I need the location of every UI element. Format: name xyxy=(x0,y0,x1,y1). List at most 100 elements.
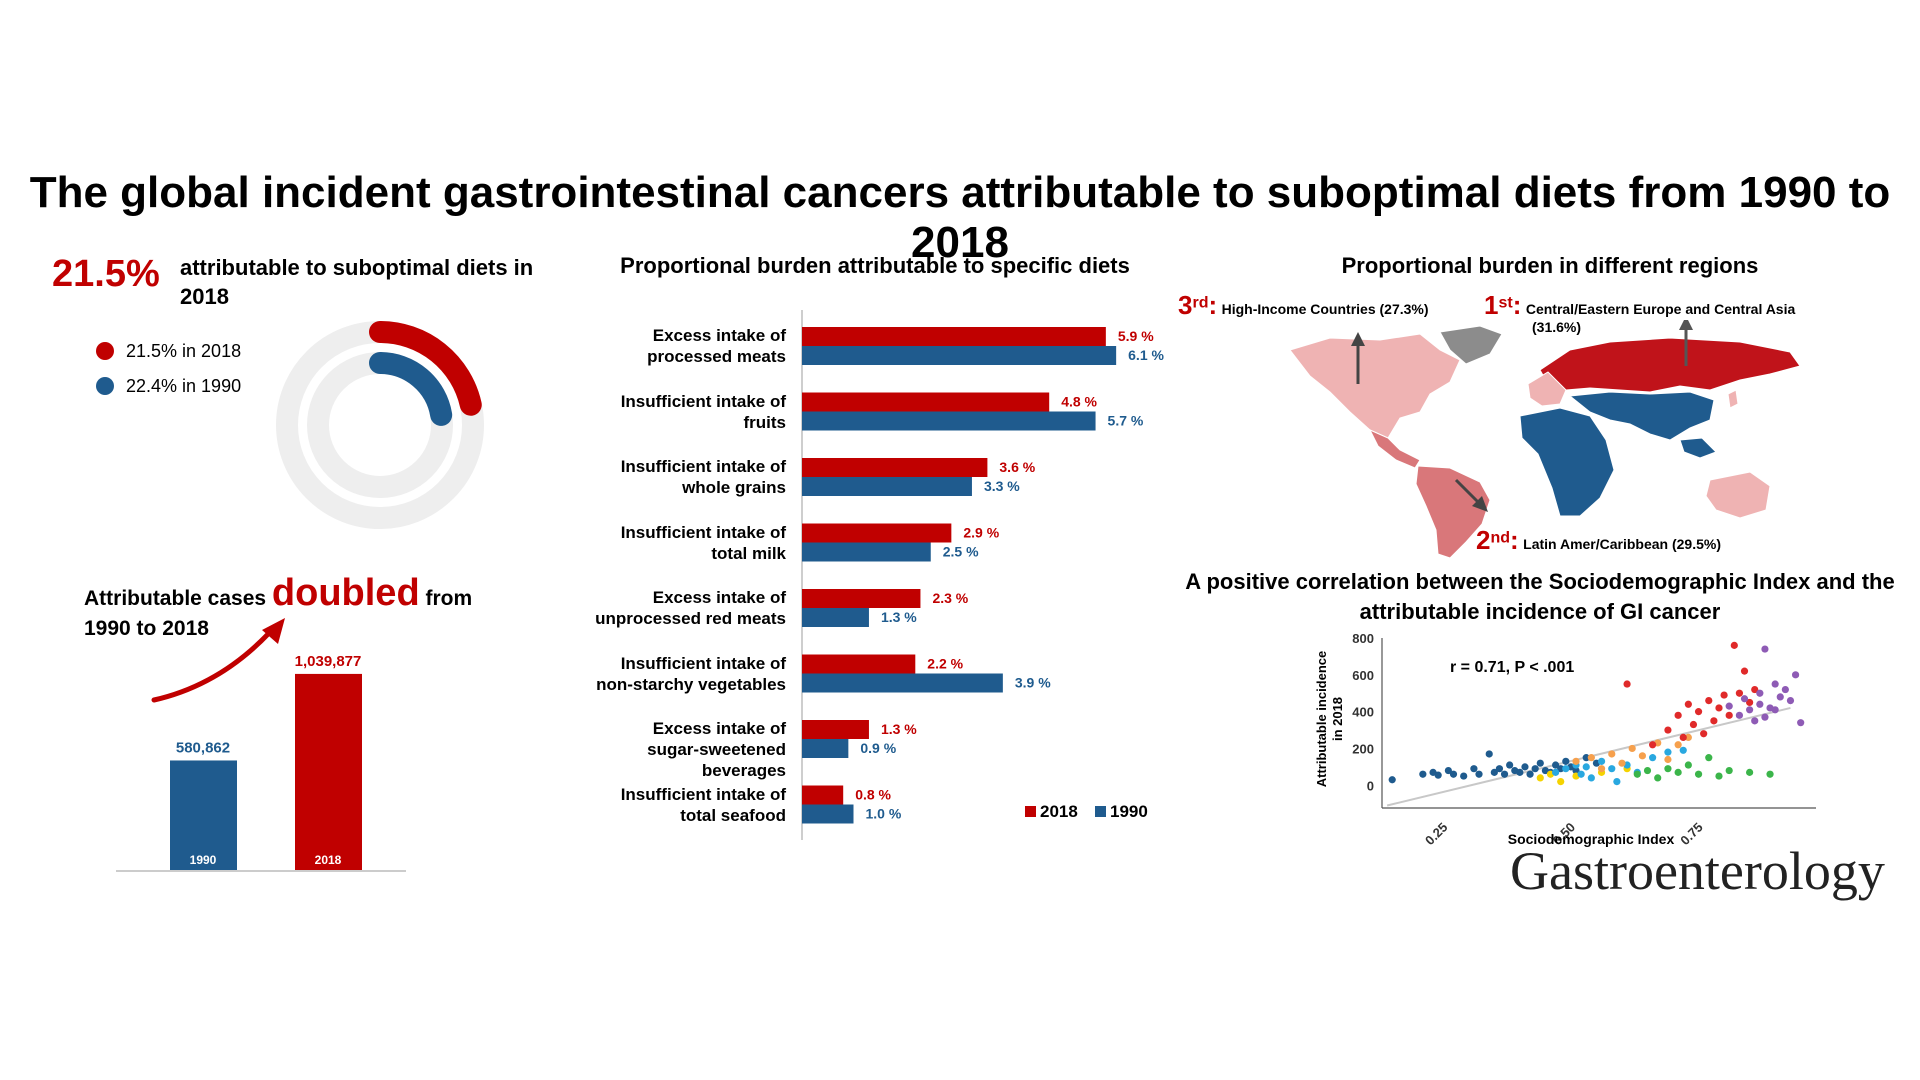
scatter-point xyxy=(1761,645,1769,653)
scatter-annotation: r = 0.71, P < .001 xyxy=(1450,659,1574,676)
diet-legend-label-1990: 1990 xyxy=(1110,802,1148,821)
scatter-point xyxy=(1562,757,1570,765)
diet-category-line1: Excess intake of xyxy=(652,719,786,738)
scatter-point xyxy=(1577,770,1585,778)
rank-1-number: 1 xyxy=(1484,290,1499,320)
scatter-point xyxy=(1694,770,1703,778)
rank-2-text: Latin Amer/Caribbean (29.5%) xyxy=(1523,536,1722,552)
diet-category-line1: Insufficient intake of xyxy=(620,784,786,804)
map-region-asia-south xyxy=(1568,391,1715,441)
scatter-point xyxy=(1572,757,1580,765)
diet-value-1990-4: 1.3 % xyxy=(881,609,917,625)
scatter-point xyxy=(1725,702,1733,710)
scatter-xlabel: Sociodemographic Index xyxy=(1508,831,1675,847)
diet-bar-chart: 5.9 % 6.1 % 4.8 % 5.7 % 3.6 % 3.3 % 2.9 % 2.5 %… xyxy=(801,310,1165,840)
scatter-point xyxy=(1628,744,1636,753)
scatter-point xyxy=(1516,768,1524,776)
growth-arrow-icon xyxy=(151,618,285,703)
diet-value-1990-0: 6.1 % xyxy=(1128,347,1164,363)
map-region-central-eastern-europe-asia xyxy=(1539,337,1801,393)
scatter-ylabel-line1: Attributable incidence xyxy=(1314,651,1329,788)
diet-bar-1990-6 xyxy=(802,739,849,758)
scatter-point xyxy=(1766,770,1774,778)
scatter-point xyxy=(1735,689,1744,697)
map-region-high-income-na xyxy=(1289,333,1461,439)
diet-category-label: Insufficient intake of total seafood xyxy=(586,784,786,826)
scatter-point xyxy=(1725,766,1733,775)
scatter-point xyxy=(1587,774,1595,782)
scatter-point xyxy=(1587,754,1595,762)
journal-logo: Gastroenterology xyxy=(1510,841,1885,901)
diet-category-line1: Insufficient intake of xyxy=(620,653,786,673)
diet-bar-1990-0 xyxy=(802,346,1117,365)
scatter-point xyxy=(1664,765,1672,773)
headline-percentage: 21.5% xyxy=(52,253,160,295)
scatter-point xyxy=(1710,717,1718,725)
diet-value-1990-1: 5.7 % xyxy=(1108,413,1144,429)
diet-value-2018-0: 5.9 % xyxy=(1118,328,1154,344)
cases-line2: 1990 to 2018 xyxy=(84,617,209,640)
diet-category-line2: sugar-sweetened beverages xyxy=(647,740,786,780)
scatter-point xyxy=(1500,770,1509,778)
scatter-point xyxy=(1485,750,1493,758)
diet-value-2018-2: 3.6 % xyxy=(999,459,1035,475)
scatter-point xyxy=(1557,777,1565,786)
cases-headline: Attributable cases doubled from 1990 to … xyxy=(84,574,472,644)
rank2-arrow xyxy=(1454,478,1482,506)
scatter-title: A positive correlation between the Socio… xyxy=(1185,569,1895,624)
cases-prefix: Attributable cases xyxy=(84,587,267,610)
diet-value-1990-5: 3.9 % xyxy=(1015,675,1051,691)
scatter-point xyxy=(1781,685,1789,694)
diet-bar-2018-2 xyxy=(802,458,988,477)
scatter-point xyxy=(1684,700,1692,708)
scatter-point xyxy=(1674,741,1682,749)
world-map xyxy=(1289,320,1801,559)
scatter-point xyxy=(1434,771,1442,779)
diet-category-label: Insufficient intake of total milk xyxy=(586,522,786,564)
scatter-point xyxy=(1694,708,1703,716)
scatter-xtick: 0.25 xyxy=(1422,820,1451,849)
map-region-south-america xyxy=(1415,465,1491,559)
scatter-point xyxy=(1536,759,1544,767)
rank-1-suffix: st xyxy=(1498,294,1513,312)
scatter-ytick: 0 xyxy=(1367,778,1374,793)
map-region-greenland xyxy=(1439,325,1503,365)
rank-3-suffix: rd xyxy=(1192,294,1209,312)
diet-bar-2018-1 xyxy=(802,392,1050,412)
diet-value-2018-5: 2.2 % xyxy=(927,656,963,672)
page-title: The global incident gastrointestinal can… xyxy=(29,168,1891,267)
diet-category-label: Excess intake of processed meats xyxy=(586,325,786,367)
cases-value-2018: 1,039,877 xyxy=(295,653,362,670)
rank-3-label: 3rd: High-Income Countries (27.3%) xyxy=(1178,290,1429,320)
diet-category-line1: Excess intake of xyxy=(652,326,786,345)
diet-bar-1990-2 xyxy=(802,477,972,496)
diet-bar-1990-7 xyxy=(802,804,854,824)
scatter-point xyxy=(1674,711,1682,719)
diet-bar-2018-6 xyxy=(802,720,869,739)
scatter-point xyxy=(1613,777,1621,786)
scatter-point xyxy=(1700,730,1708,738)
scatter-point xyxy=(1740,667,1749,675)
scatter-point xyxy=(1490,768,1498,776)
scatter-point xyxy=(1552,761,1560,769)
scatter-point xyxy=(1449,770,1458,778)
diet-category-line2: whole grains xyxy=(682,478,786,497)
rank-2-label: 2nd: Latin Amer/Caribbean (29.5%) xyxy=(1476,525,1722,555)
donut-rings xyxy=(276,321,484,529)
diet-bar-2018-5 xyxy=(802,654,916,674)
scatter-point xyxy=(1684,761,1692,769)
rank-2-suffix: nd xyxy=(1490,529,1511,547)
scatter-point xyxy=(1725,711,1733,719)
scatter-point xyxy=(1552,768,1560,776)
scatter-point xyxy=(1526,770,1534,778)
scatter-point xyxy=(1654,774,1662,782)
map-region-central-america xyxy=(1368,428,1421,469)
scatter-point xyxy=(1756,689,1764,697)
rank-2-number: 2 xyxy=(1476,525,1491,555)
scatter-point xyxy=(1582,763,1590,771)
diet-bar-2018-3 xyxy=(802,523,952,543)
diet-value-1990-3: 2.5 % xyxy=(943,544,979,560)
map-region-africa xyxy=(1519,407,1615,517)
donut-arc-1990 xyxy=(369,352,453,426)
scatter-point xyxy=(1705,754,1713,762)
